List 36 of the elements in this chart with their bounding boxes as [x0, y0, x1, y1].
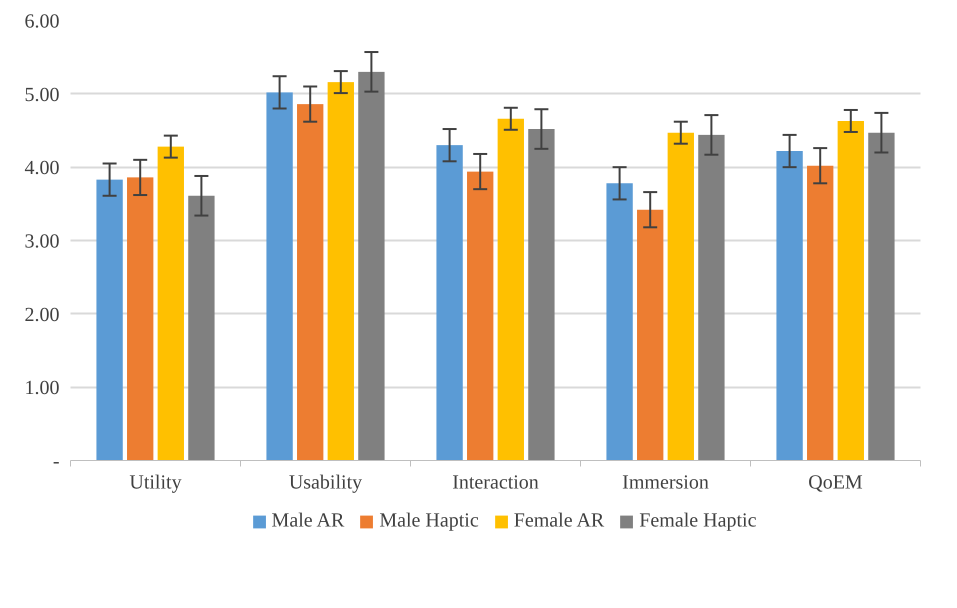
y-tick-label: 2.00 [24, 304, 60, 326]
bar [668, 132, 694, 460]
bar [358, 72, 385, 460]
bar [698, 134, 725, 460]
x-tick-label: Interaction [452, 472, 539, 494]
legend-label: Male AR [272, 510, 344, 532]
y-tick-label: - [52, 450, 60, 472]
x-tick-label: Usability [288, 472, 362, 494]
bar [868, 132, 895, 460]
y-tick-label: 5.00 [24, 84, 60, 106]
bar [606, 183, 633, 460]
bar [96, 180, 123, 460]
bar [127, 177, 154, 460]
legend-label: Female Haptic [639, 510, 756, 532]
bar [436, 145, 463, 460]
bar [528, 129, 555, 460]
bar [776, 151, 803, 460]
bar [158, 146, 184, 460]
x-tick-label: QoEM [808, 472, 863, 494]
bar [838, 120, 864, 460]
x-tick-label: Immersion [622, 472, 709, 494]
bar [498, 118, 524, 460]
bar [467, 172, 494, 460]
legend-label: Male Haptic [379, 510, 479, 532]
bar [297, 104, 324, 460]
x-tick-label: Utility [129, 472, 182, 494]
bar [188, 196, 215, 460]
bar [637, 210, 664, 460]
y-tick-label: 1.00 [24, 377, 60, 400]
bar [328, 82, 354, 460]
y-tick-label: 3.00 [24, 230, 60, 252]
y-tick-label: 6.00 [24, 10, 60, 32]
y-tick-label: 4.00 [24, 157, 60, 180]
bar [266, 92, 293, 460]
bar [807, 166, 834, 460]
legend-label: Female AR [514, 510, 604, 532]
